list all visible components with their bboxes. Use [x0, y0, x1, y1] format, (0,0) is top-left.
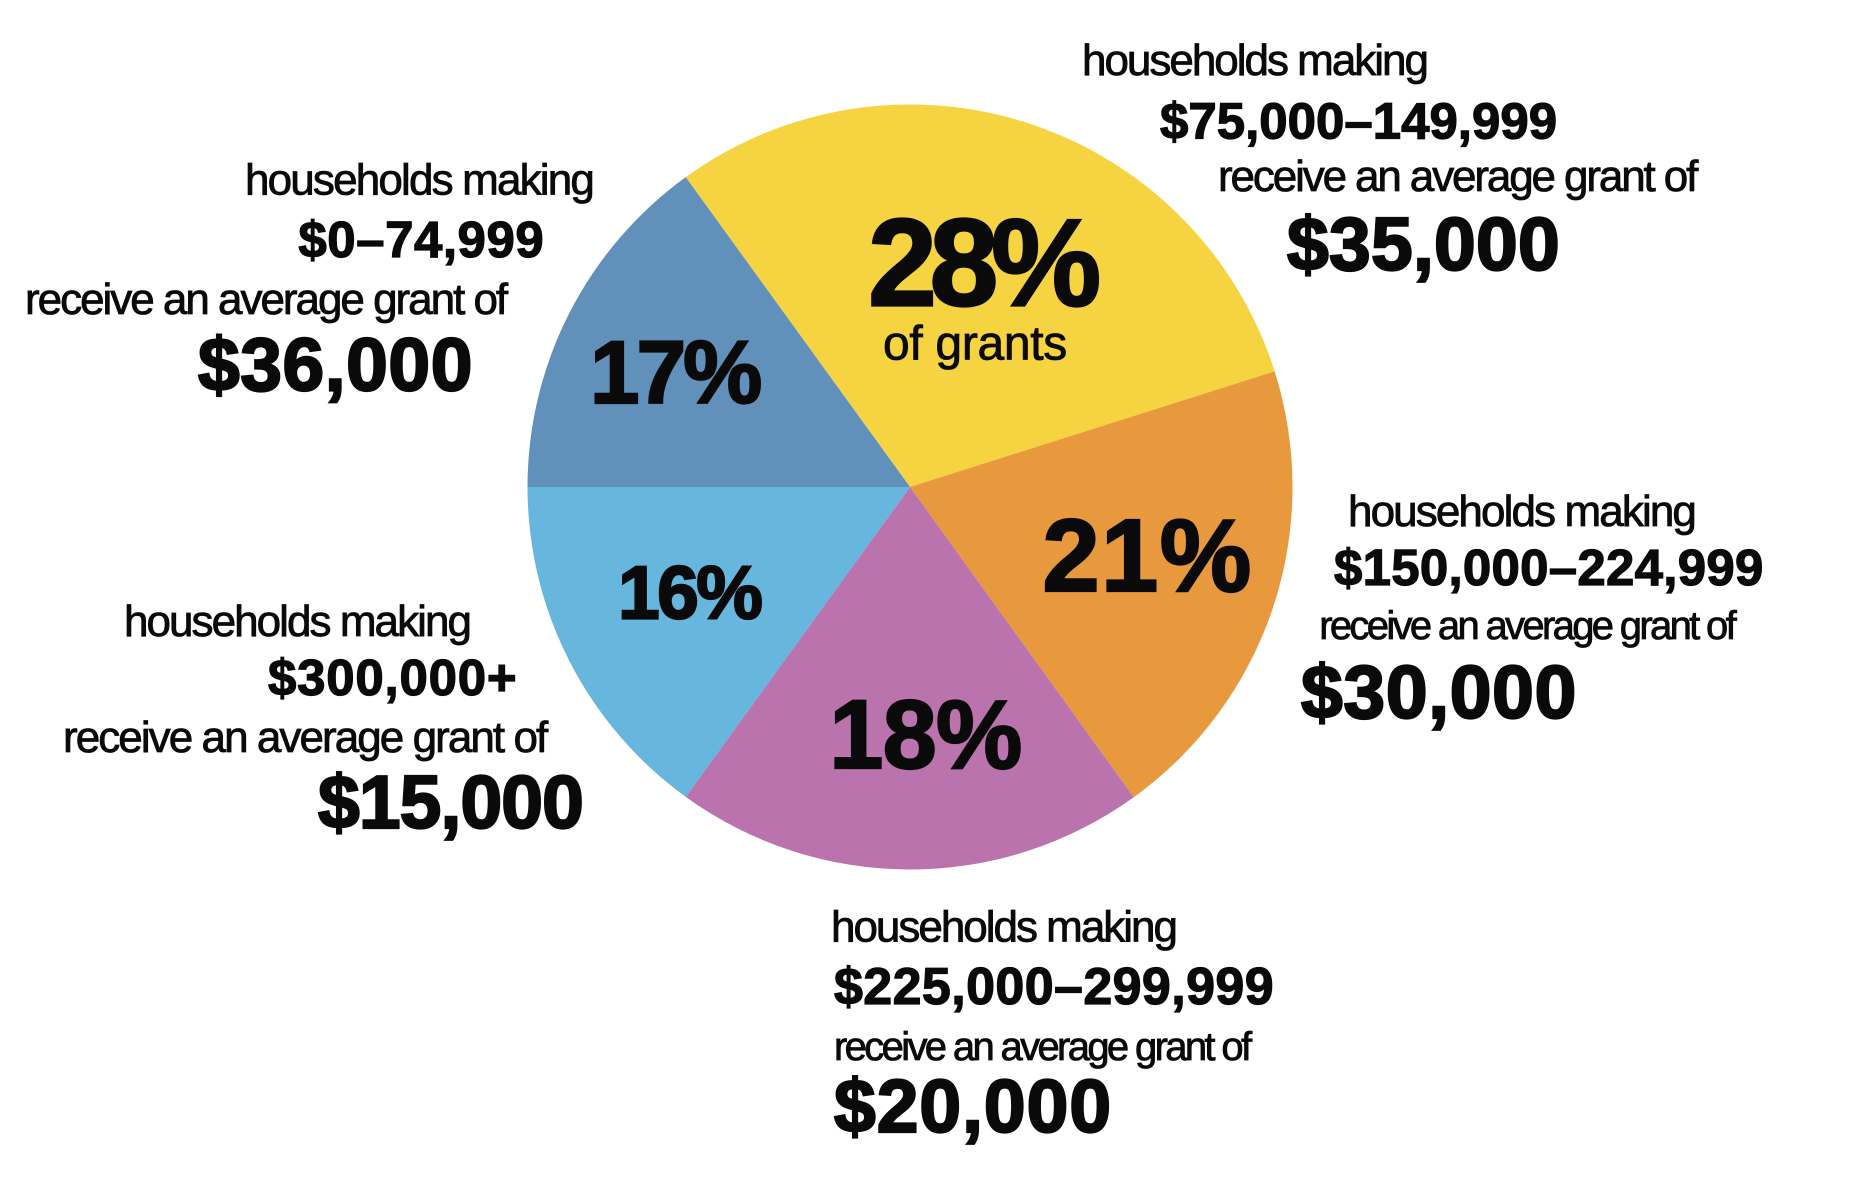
svg-text:households making: households making	[1082, 36, 1427, 85]
svg-text:receive an average grant of: receive an average grant of	[834, 1025, 1253, 1069]
svg-text:$0–74,999: $0–74,999	[298, 211, 544, 268]
svg-text:16%: 16%	[618, 551, 761, 635]
svg-text:households making: households making	[831, 902, 1176, 951]
svg-text:$150,000–224,999: $150,000–224,999	[1334, 539, 1764, 596]
svg-text:of grants: of grants	[883, 318, 1067, 371]
svg-text:households making: households making	[124, 597, 470, 646]
svg-text:$300,000+: $300,000+	[268, 649, 517, 706]
svg-text:$30,000: $30,000	[1301, 650, 1577, 734]
svg-text:28%: 28%	[868, 195, 1098, 333]
svg-text:$225,000–299,999: $225,000–299,999	[834, 958, 1274, 1016]
svg-text:households making: households making	[245, 156, 593, 205]
svg-text:17%: 17%	[590, 322, 760, 422]
svg-text:21%: 21%	[1042, 498, 1252, 613]
svg-text:households making: households making	[1348, 487, 1695, 536]
svg-text:$35,000: $35,000	[1287, 202, 1560, 286]
svg-text:$20,000: $20,000	[834, 1064, 1112, 1148]
svg-text:$36,000: $36,000	[198, 322, 473, 406]
svg-text:receive an average grant of: receive an average grant of	[63, 713, 549, 762]
svg-text:receive an average grant of: receive an average grant of	[1218, 152, 1699, 201]
svg-text:receive an average grant of: receive an average grant of	[25, 275, 509, 324]
svg-text:$15,000: $15,000	[318, 760, 583, 844]
svg-text:receive an average grant of: receive an average grant of	[1319, 604, 1737, 648]
svg-text:18%: 18%	[829, 680, 1021, 789]
svg-text:$75,000–149,999: $75,000–149,999	[1160, 93, 1557, 150]
